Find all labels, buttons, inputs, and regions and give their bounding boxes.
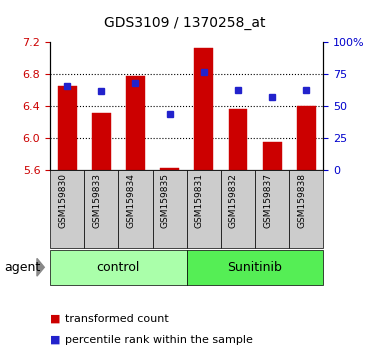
Text: ■: ■ (50, 314, 60, 324)
Bar (126, 76, 145, 170)
Bar (229, 109, 248, 170)
Text: percentile rank within the sample: percentile rank within the sample (65, 335, 253, 345)
Text: GSM159831: GSM159831 (195, 173, 204, 228)
Text: GSM159832: GSM159832 (229, 173, 238, 228)
Bar (221, 170, 255, 248)
Text: ■: ■ (50, 335, 60, 345)
Bar (119, 170, 152, 248)
Bar (187, 170, 221, 248)
Text: GSM159838: GSM159838 (297, 173, 306, 228)
Text: GSM159837: GSM159837 (263, 173, 272, 228)
Text: GSM159834: GSM159834 (126, 173, 136, 228)
Text: agent: agent (4, 261, 40, 274)
Bar (289, 170, 323, 248)
Bar (263, 142, 281, 170)
Text: GSM159835: GSM159835 (161, 173, 170, 228)
Bar (84, 170, 119, 248)
Text: control: control (97, 261, 140, 274)
Polygon shape (37, 258, 44, 276)
Bar (194, 48, 213, 170)
Bar (50, 170, 84, 248)
Text: GDS3109 / 1370258_at: GDS3109 / 1370258_at (104, 16, 266, 30)
Bar (152, 170, 187, 248)
Text: Sunitinib: Sunitinib (228, 261, 283, 274)
Text: transformed count: transformed count (65, 314, 169, 324)
Bar (50, 250, 187, 285)
Bar (187, 250, 323, 285)
Bar (255, 170, 289, 248)
Bar (297, 106, 316, 170)
Text: GSM159833: GSM159833 (92, 173, 101, 228)
Text: GSM159830: GSM159830 (58, 173, 67, 228)
Bar (58, 86, 77, 170)
Bar (92, 113, 111, 170)
Bar (160, 167, 179, 170)
